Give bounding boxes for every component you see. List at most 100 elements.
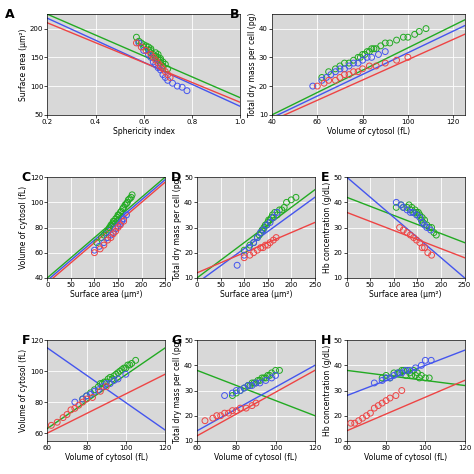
Point — [145, 51, 152, 58]
Text: B: B — [229, 8, 239, 21]
Point — [411, 206, 419, 214]
Point — [254, 234, 261, 241]
Point — [403, 206, 411, 214]
Point — [273, 234, 280, 241]
Point — [237, 387, 244, 394]
Point — [164, 71, 172, 78]
Point — [270, 214, 277, 221]
Point — [254, 246, 261, 254]
Point — [407, 231, 414, 239]
Point — [237, 404, 244, 412]
Point — [246, 382, 254, 389]
Point — [209, 414, 217, 422]
Point — [104, 375, 112, 383]
Point — [159, 65, 167, 73]
Point — [245, 244, 253, 251]
Point — [183, 87, 191, 94]
Point — [394, 369, 401, 377]
Point — [152, 53, 159, 60]
Point — [393, 36, 401, 44]
Point — [318, 76, 326, 84]
Point — [106, 374, 114, 381]
Point — [106, 380, 114, 387]
Point — [276, 206, 283, 214]
Y-axis label: Hb concentration (g/dL): Hb concentration (g/dL) — [323, 182, 332, 273]
Point — [400, 204, 407, 211]
Point — [423, 224, 431, 231]
Point — [91, 386, 98, 393]
Point — [244, 382, 252, 389]
Point — [413, 211, 420, 219]
Point — [149, 58, 157, 66]
Point — [155, 64, 162, 72]
Y-axis label: Volume of cytosol (fL): Volume of cytosol (fL) — [18, 349, 27, 432]
Point — [259, 226, 267, 234]
Point — [432, 231, 440, 239]
Point — [164, 76, 172, 84]
Point — [419, 244, 426, 251]
Point — [240, 384, 248, 392]
Point — [332, 76, 339, 84]
Point — [390, 372, 398, 379]
Point — [155, 56, 162, 64]
Point — [320, 80, 328, 87]
Point — [157, 56, 164, 64]
Point — [95, 383, 102, 391]
Point — [269, 211, 276, 219]
Point — [332, 68, 339, 75]
Point — [428, 224, 436, 231]
Point — [83, 392, 91, 400]
Point — [113, 214, 121, 221]
Point — [257, 229, 264, 237]
Point — [87, 389, 94, 397]
Point — [341, 65, 348, 73]
Point — [149, 54, 157, 61]
Point — [408, 204, 416, 211]
Point — [120, 215, 128, 222]
Point — [413, 209, 420, 216]
Point — [91, 246, 98, 254]
Point — [422, 25, 430, 32]
Point — [54, 419, 61, 426]
Point — [281, 204, 288, 211]
Point — [258, 374, 265, 382]
Point — [152, 49, 159, 56]
Point — [110, 218, 118, 225]
Point — [272, 366, 279, 374]
Point — [164, 65, 172, 73]
Point — [413, 237, 420, 244]
Point — [257, 244, 264, 251]
Point — [409, 209, 417, 216]
Point — [159, 58, 167, 66]
Point — [109, 375, 116, 383]
Point — [265, 216, 273, 224]
Point — [325, 76, 332, 84]
Point — [110, 372, 118, 380]
Point — [157, 66, 164, 74]
Point — [142, 42, 150, 50]
Point — [97, 380, 104, 387]
Point — [147, 54, 155, 61]
Point — [410, 234, 418, 241]
X-axis label: Surface area (μm²): Surface area (μm²) — [369, 290, 442, 299]
Point — [109, 229, 117, 237]
Point — [124, 199, 131, 206]
Point — [414, 369, 421, 377]
Point — [365, 48, 373, 55]
Point — [228, 407, 236, 414]
Point — [118, 366, 126, 374]
Point — [325, 68, 332, 75]
Point — [152, 55, 159, 62]
Point — [79, 395, 86, 403]
Point — [248, 379, 256, 387]
Point — [351, 419, 358, 427]
Point — [157, 55, 164, 62]
Point — [244, 382, 252, 389]
Point — [159, 62, 167, 70]
Point — [410, 209, 418, 216]
Point — [403, 204, 411, 211]
Point — [421, 244, 428, 251]
Point — [173, 82, 181, 90]
Point — [392, 392, 400, 399]
Point — [397, 201, 405, 209]
